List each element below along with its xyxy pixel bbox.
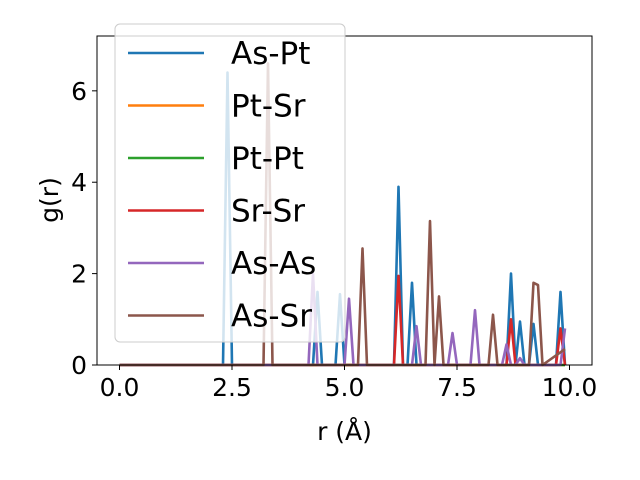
x-tick-label: 0.0 (100, 373, 140, 402)
x-tick-label: 10.0 (542, 373, 598, 402)
legend-label: As-Pt (231, 36, 310, 72)
y-tick-label: 2 (71, 260, 87, 289)
x-axis-ticks: 0.0 2.5 5.0 7.5 10.0 (100, 365, 598, 402)
x-axis-label: r (Å) (317, 417, 372, 446)
x-tick-label: 7.5 (437, 373, 477, 402)
y-tick-label: 6 (71, 77, 87, 106)
y-axis-ticks: 0 2 4 6 (71, 77, 97, 380)
legend-label: Pt-Pt (231, 141, 304, 177)
legend-label: As-Sr (231, 299, 312, 335)
legend-label: Pt-Sr (231, 89, 306, 125)
legend: As-Pt Pt-Sr Pt-Pt Sr-Sr As-As As-Sr (114, 23, 346, 343)
x-tick-label: 5.0 (325, 373, 365, 402)
legend-label: As-As (231, 246, 316, 282)
y-tick-label: 4 (71, 168, 87, 197)
y-tick-label: 0 (71, 351, 87, 380)
legend-box (114, 23, 346, 343)
legend-label: Sr-Sr (231, 194, 305, 230)
y-axis-label: g(r) (35, 177, 64, 223)
series-line-sr-sr (119, 274, 567, 367)
x-tick-label: 2.5 (212, 373, 252, 402)
